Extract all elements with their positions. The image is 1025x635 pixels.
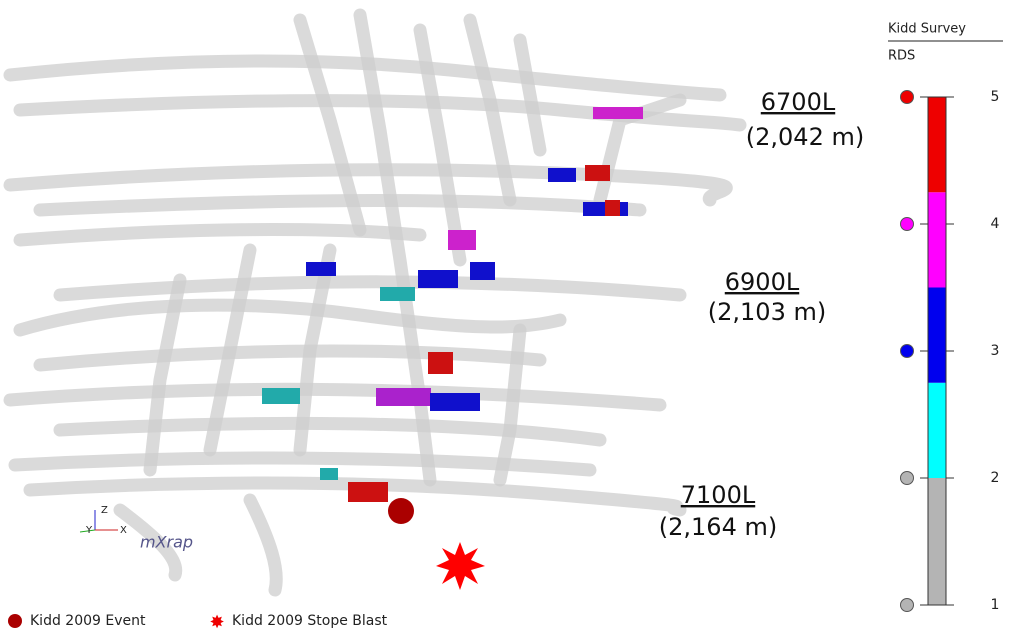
tick-marker [901,599,914,612]
block [348,482,388,502]
tick-marker [901,91,914,104]
tick-label: 1 [991,597,1000,613]
viewport: Z Y X mXrap 6700L (2,042 m) 6900L (2,103… [0,0,1025,631]
block [593,107,643,119]
event-marker [388,498,414,524]
tick-marker [901,218,914,231]
legend-item: Kidd 2009 Event [30,613,146,629]
tick-label: 3 [991,343,1000,359]
tick-label: 4 [991,216,1000,232]
tick-label: 5 [991,89,1000,105]
block [585,165,610,181]
level-depth: (2,103 m) [708,298,826,326]
legend-item: Kidd 2009 Stope Blast [232,613,388,629]
block [380,287,415,301]
block [262,388,300,404]
level-name: 6700L [761,88,836,116]
block [376,388,431,406]
scale-band [928,192,946,287]
level-name: 6900L [725,268,800,296]
logo: mXrap [140,533,193,552]
scale-band [928,383,946,478]
block [320,468,338,480]
block [470,262,495,280]
axis-label: X [120,525,127,536]
axis-label: Y [85,525,93,536]
block [428,352,453,374]
block [306,262,336,276]
scale-band [928,97,946,192]
scale-band [928,288,946,383]
tick-marker [901,345,914,358]
scale-band [928,478,946,605]
block [605,200,620,216]
color-scale: 1 2 3 4 5 [901,89,1000,613]
tick-marker [901,472,914,485]
blast-marker [436,542,485,590]
block [418,270,458,288]
level-depth: (2,042 m) [746,123,864,151]
legend-blast-icon: ✸ [209,612,224,631]
block [430,393,480,411]
axis-label: Z [101,505,108,516]
legend-event-icon [8,614,22,628]
level-name: 7100L [681,481,756,509]
block [448,230,476,250]
legend-title: Kidd Survey [888,22,966,37]
tunnels [10,15,740,590]
level-depth: (2,164 m) [659,513,777,541]
legend-subtitle: RDS [888,49,915,64]
block [548,168,576,182]
tick-label: 2 [991,470,1000,486]
